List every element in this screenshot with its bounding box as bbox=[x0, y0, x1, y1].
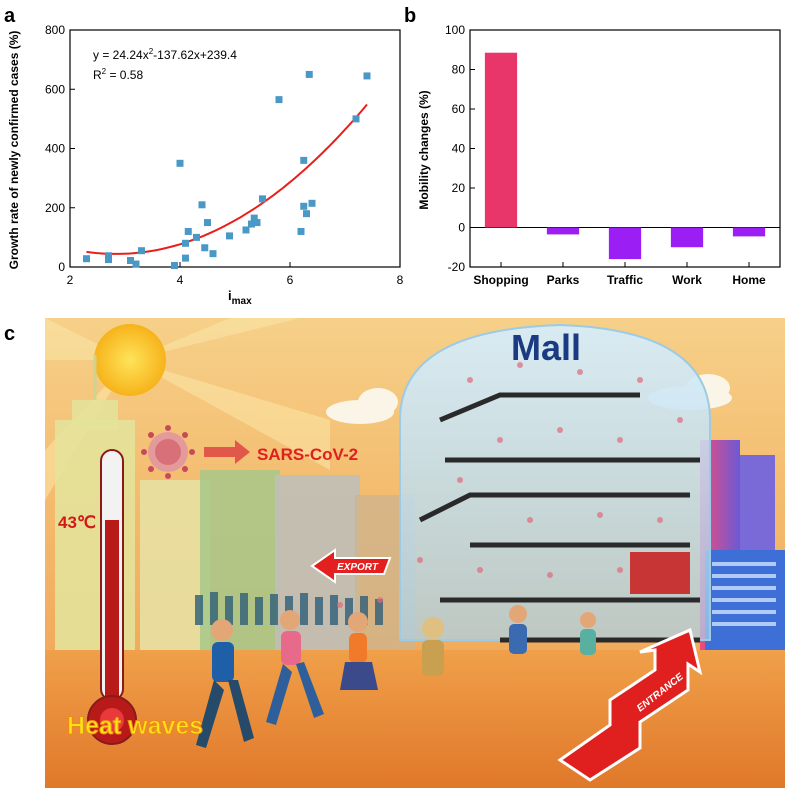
r-squared: R2 = 0.58 bbox=[93, 67, 143, 82]
heat-waves-label: Heat waves bbox=[67, 712, 203, 740]
scatter-point bbox=[184, 227, 192, 235]
bar-home bbox=[732, 227, 766, 237]
fit-curve bbox=[86, 103, 368, 255]
scatter-point bbox=[303, 210, 310, 218]
scatter-point bbox=[193, 233, 200, 241]
y-tick-label: 60 bbox=[452, 102, 466, 116]
y-tick-label: 40 bbox=[452, 142, 466, 156]
temperature-label: 43℃ bbox=[58, 513, 96, 532]
x-tick-label: 6 bbox=[287, 273, 294, 287]
mall-floors bbox=[418, 392, 700, 643]
cinema-room bbox=[630, 552, 690, 594]
illustration: Mall SARS-CoV-2 EXPORT 43℃ bbox=[45, 318, 785, 788]
scatter-point bbox=[171, 262, 178, 270]
category-label: Work bbox=[672, 273, 702, 287]
scatter-point bbox=[363, 72, 371, 80]
scatter-point bbox=[242, 226, 250, 234]
scatter-point bbox=[308, 199, 316, 207]
panel-label-b: b bbox=[404, 5, 416, 27]
y-axis-label: Growth rate of newly confirmed cases (%) bbox=[7, 31, 21, 270]
scatter-point bbox=[250, 214, 258, 222]
scatter-point bbox=[300, 202, 308, 210]
scatter-point bbox=[253, 219, 261, 227]
export-label: EXPORT bbox=[337, 562, 379, 573]
scatter-plot-frame bbox=[69, 29, 401, 268]
scatter-point bbox=[259, 195, 266, 203]
scatter-point bbox=[182, 239, 189, 247]
scatter-point bbox=[300, 156, 308, 164]
scatter-point bbox=[105, 252, 112, 260]
arrow-right-icon bbox=[204, 440, 250, 464]
entrance-arrow bbox=[557, 627, 703, 782]
bar-traffic bbox=[608, 227, 642, 260]
scatter-point bbox=[226, 232, 233, 240]
scatter-point bbox=[182, 254, 189, 262]
runners bbox=[196, 605, 596, 748]
virus-label: SARS-CoV-2 bbox=[257, 445, 358, 464]
panel-label-c: c bbox=[4, 323, 15, 345]
y-tick-label: 600 bbox=[45, 82, 65, 96]
category-label: Parks bbox=[547, 273, 580, 287]
queue-silhouettes bbox=[195, 592, 383, 625]
scatter-point bbox=[127, 256, 134, 264]
thermometer-icon bbox=[87, 449, 137, 745]
y-tick-label: 400 bbox=[45, 142, 65, 156]
export-arrow bbox=[310, 548, 392, 584]
y-tick-label: 100 bbox=[445, 23, 465, 37]
scatter-point bbox=[352, 115, 360, 123]
scatter-point bbox=[83, 255, 90, 263]
scatter-point bbox=[305, 70, 313, 78]
scatter-point bbox=[209, 250, 217, 258]
scatter-point bbox=[132, 260, 140, 268]
y-tick-label: 80 bbox=[452, 63, 466, 77]
category-label: Traffic bbox=[607, 273, 643, 287]
bar-shopping bbox=[484, 52, 518, 228]
x-tick-label: 4 bbox=[177, 273, 184, 287]
scatter-point bbox=[176, 159, 184, 167]
scatter-point bbox=[275, 96, 283, 104]
fit-equation: y = 24.24x2-137.62x+239.4 bbox=[93, 47, 237, 62]
scatter-point bbox=[201, 244, 209, 252]
scatter-point bbox=[204, 219, 211, 227]
y-axis-label: Mobility changes (%) bbox=[417, 90, 431, 209]
y-tick-label: 0 bbox=[458, 221, 465, 235]
scatter-point bbox=[105, 256, 112, 264]
sun-icon bbox=[94, 324, 166, 396]
category-label: Home bbox=[732, 273, 766, 287]
scatter-point bbox=[297, 227, 305, 235]
mall-title: Mall bbox=[511, 327, 581, 368]
y-tick-label: -20 bbox=[448, 260, 466, 274]
x-axis-label: imax bbox=[228, 288, 252, 307]
scatter-point bbox=[138, 247, 145, 255]
bar-work bbox=[670, 227, 704, 248]
scatter-point bbox=[248, 220, 255, 228]
x-tick-label: 8 bbox=[397, 273, 404, 287]
panel-label-a: a bbox=[4, 5, 16, 27]
bar-parks bbox=[546, 227, 580, 235]
y-tick-label: 20 bbox=[452, 181, 466, 195]
y-tick-label: 200 bbox=[45, 201, 65, 215]
scatter-point bbox=[198, 201, 206, 209]
virus-particles bbox=[337, 362, 683, 608]
y-tick-label: 0 bbox=[58, 260, 65, 274]
scatter-chart: 0 200 400 600 800 2 4 6 8 y = 24.24x2-137.62x+2… bbox=[7, 23, 404, 307]
category-label: Shopping bbox=[473, 273, 528, 287]
x-tick-label: 2 bbox=[67, 273, 74, 287]
y-tick-label: 800 bbox=[45, 23, 65, 37]
virus-icon bbox=[141, 425, 195, 479]
bar-chart: -20 0 20 40 60 80 100 Shopping Parks Traffic Work… bbox=[417, 23, 781, 287]
